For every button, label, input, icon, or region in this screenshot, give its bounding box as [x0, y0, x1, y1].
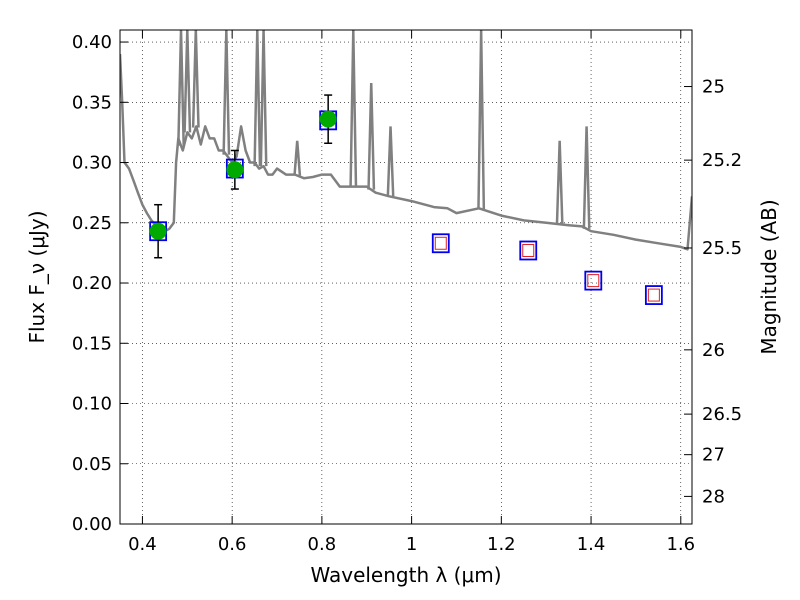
model-point-square [644, 285, 663, 305]
x-axis-title: Wavelength λ (μm) [310, 563, 501, 587]
y-tick-label: 0.00 [72, 514, 112, 535]
x-tick-label: 0.8 [308, 534, 337, 555]
mag-tick-label: 25.2 [702, 150, 742, 171]
emission-line-spike [477, 30, 486, 210]
emission-line-spike [582, 126, 591, 229]
mag-tick-label: 28 [702, 486, 725, 507]
emission-line-spike [367, 82, 376, 190]
mag-tick-label: 26 [702, 340, 725, 361]
predicted-point-square [587, 274, 600, 288]
y-tick-label: 0.30 [72, 153, 112, 174]
y-tick-label: 0.25 [72, 213, 112, 234]
observed-point [149, 222, 167, 240]
x-tick-label: 1.4 [577, 534, 606, 555]
model-point-square [431, 233, 450, 254]
emission-line-spike [253, 30, 262, 167]
emission-line-spike [191, 30, 200, 128]
observed-point [319, 110, 337, 128]
mag-tick-label: 27 [702, 445, 725, 466]
y2-axis-title: Magnitude (AB) [757, 199, 781, 354]
emission-line-spike [222, 30, 231, 155]
predicted-point-square [647, 288, 660, 302]
mag-tick-label: 25.5 [702, 238, 742, 259]
observed-point [226, 161, 244, 179]
x-tick-label: 1.6 [666, 534, 695, 555]
mag-tick-label: 26.5 [702, 404, 742, 425]
model-point-square [584, 270, 603, 291]
x-tick-label: 0.6 [218, 534, 247, 555]
emission-line-spike [183, 30, 192, 133]
y-tick-label: 0.15 [72, 333, 112, 354]
emission-line-spike [259, 30, 268, 167]
y-tick-label: 0.20 [72, 273, 112, 294]
y-tick-label: 0.35 [72, 92, 112, 113]
x-tick-label: 1.2 [487, 534, 516, 555]
axis-ticks: 0.4 0.6 0.8 1 1.2 1.4 1.6 0.00 0.05 0.10 0.15 0.20 0… [72, 30, 742, 555]
y-tick-label: 0.10 [72, 394, 112, 415]
mag-tick-label: 25 [702, 77, 725, 98]
emission-line-spike [293, 140, 302, 176]
predicted-point-square [434, 236, 447, 250]
plot-area [120, 30, 692, 305]
x-tick-label: 0.4 [128, 534, 157, 555]
y-axis-title: Flux F_ν (μJy) [25, 210, 49, 343]
model-point-square [519, 240, 538, 261]
emission-line-spike [555, 140, 564, 225]
emission-line-spike [349, 30, 358, 187]
x-tick-label: 1 [406, 534, 417, 555]
y-tick-label: 0.05 [72, 454, 112, 475]
emission-line-spike [177, 30, 185, 146]
emission-line-spike [386, 126, 395, 197]
predicted-point-square [522, 243, 535, 257]
y-tick-label: 0.40 [72, 32, 112, 53]
plot-frame [119, 29, 693, 525]
